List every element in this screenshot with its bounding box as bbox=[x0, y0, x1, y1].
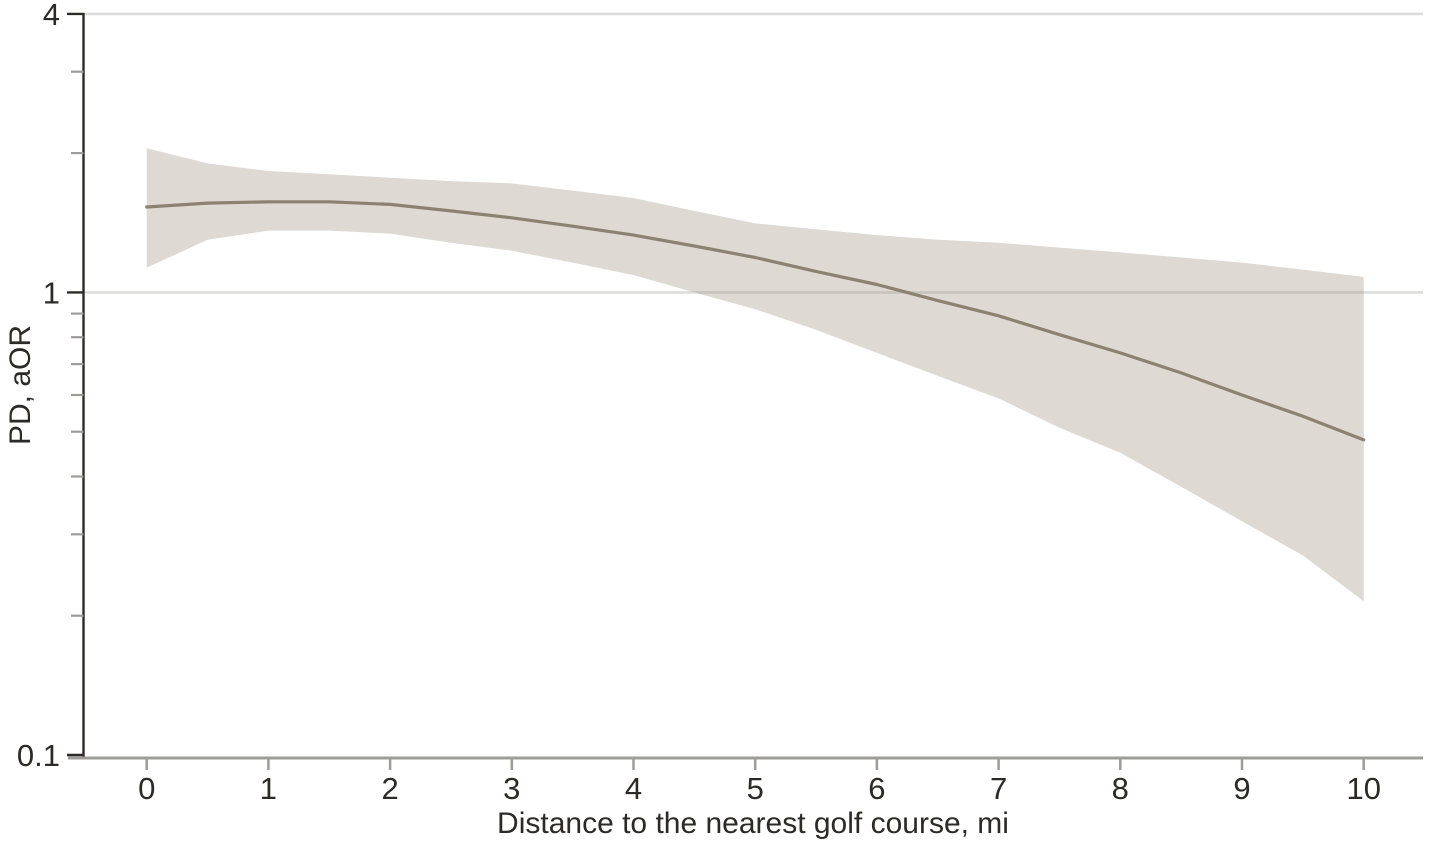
x-tick-label-0: 0 bbox=[138, 771, 155, 806]
x-tick-label-7: 7 bbox=[990, 771, 1007, 806]
y-tick-label-0.1: 0.1 bbox=[17, 738, 60, 773]
confidence-band-area bbox=[146, 148, 1364, 602]
y-axis-title: PD, aOR bbox=[4, 325, 37, 445]
confidence-band bbox=[146, 148, 1364, 602]
gridlines bbox=[83, 12, 1423, 294]
x-tick-label-6: 6 bbox=[868, 771, 885, 806]
axes bbox=[68, 13, 1423, 760]
tick-labels: 0 1 2 3 4 5 6 7 8 9 10 4 1 0.1 bbox=[17, 0, 1381, 806]
x-tick-label-1: 1 bbox=[260, 771, 277, 806]
y-tick-label-4: 4 bbox=[43, 0, 60, 32]
x-tick-label-2: 2 bbox=[381, 771, 398, 806]
aor-curve-line bbox=[145, 200, 1366, 442]
x-tick-label-5: 5 bbox=[747, 771, 764, 806]
x-tick-label-4: 4 bbox=[625, 771, 642, 806]
tick-marks bbox=[67, 12, 1365, 770]
x-tick-label-10: 10 bbox=[1346, 771, 1380, 806]
aor-curve bbox=[145, 200, 1366, 442]
y-tick-label-1: 1 bbox=[43, 275, 60, 310]
x-tick-label-9: 9 bbox=[1233, 771, 1250, 806]
x-tick-label-8: 8 bbox=[1112, 771, 1129, 806]
x-axis-title: Distance to the nearest golf course, mi bbox=[497, 807, 1009, 840]
x-tick-label-3: 3 bbox=[503, 771, 520, 806]
